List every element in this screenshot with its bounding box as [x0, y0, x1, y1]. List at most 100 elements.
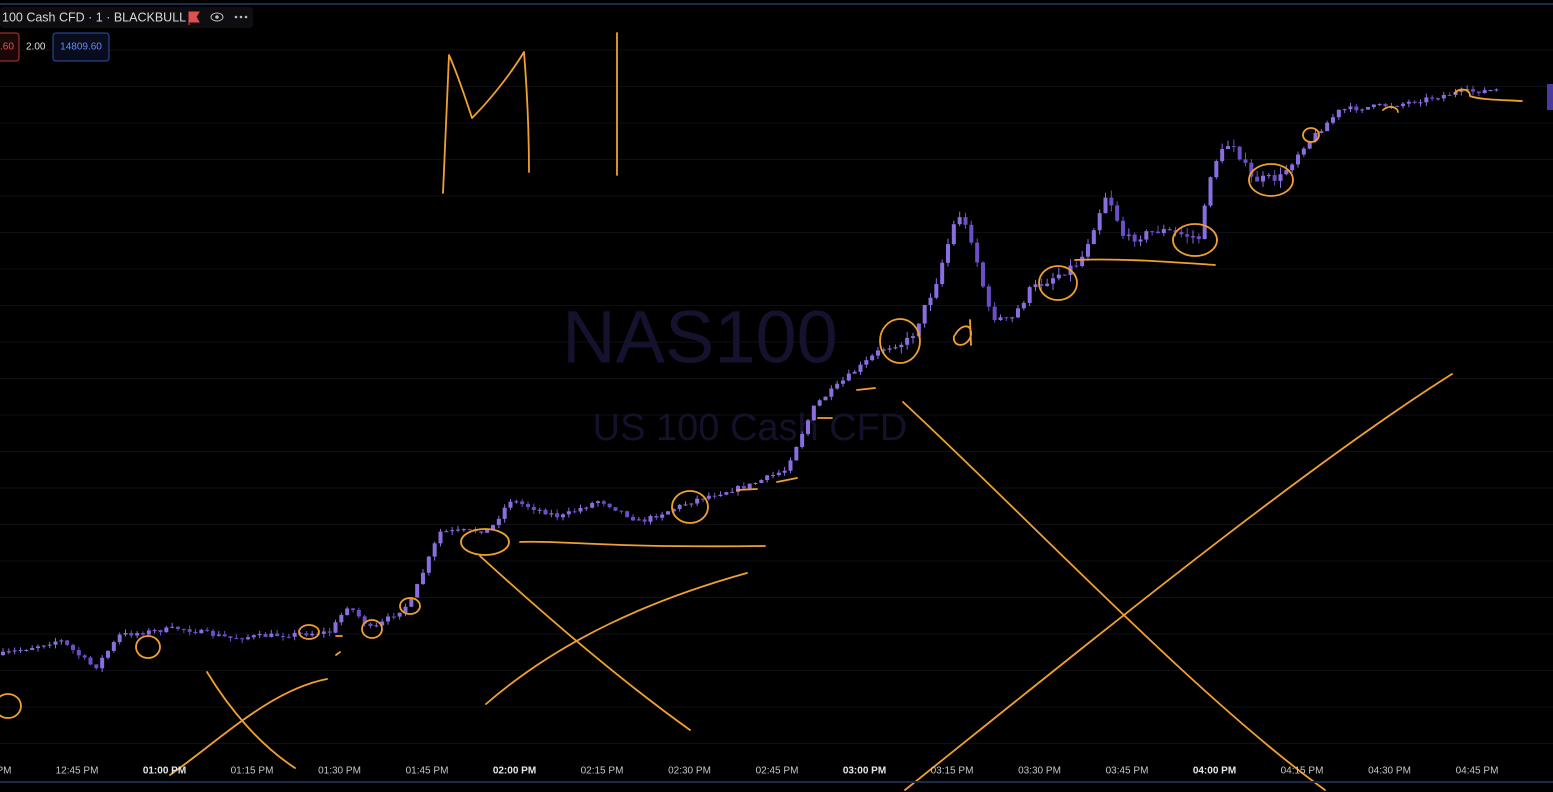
candle-body: [1039, 284, 1044, 286]
candle-body: [269, 633, 274, 637]
candle-body: [1196, 236, 1201, 240]
candle-body: [613, 507, 618, 511]
candle-body: [811, 405, 816, 421]
candle-body: [1441, 94, 1446, 99]
candle-body: [257, 633, 262, 636]
time-label: 12:45 PM: [56, 766, 99, 777]
candle-body: [1395, 105, 1400, 107]
candle-body: [852, 371, 857, 374]
candle-body: [65, 640, 70, 645]
candle-body: [100, 657, 105, 669]
candle-body: [1167, 229, 1172, 231]
candle-body: [1144, 231, 1149, 240]
candle-body: [485, 529, 490, 533]
candle-body: [1004, 317, 1009, 319]
annotation: [1172, 223, 1218, 257]
time-label: 02:45 PM: [756, 766, 799, 777]
candle-body: [18, 650, 23, 652]
candle-body: [887, 348, 892, 350]
time-label: 04:00 PM: [1193, 766, 1236, 777]
candle-body: [1185, 234, 1190, 237]
candle-body: [368, 623, 373, 627]
candle-body: [1494, 89, 1499, 91]
candle-body: [596, 501, 600, 503]
buy-button[interactable]: [52, 32, 110, 62]
candle-body: [461, 529, 466, 531]
candle-body: [1418, 102, 1423, 104]
candle-body: [986, 286, 991, 307]
candle-body: [1179, 231, 1184, 235]
candle-body: [590, 502, 595, 508]
candle-body: [677, 504, 682, 510]
visibility-icon[interactable]: [210, 12, 224, 22]
candle-body: [969, 224, 974, 243]
candle-body: [876, 350, 880, 356]
candle-body: [1202, 205, 1207, 240]
candle-body: [788, 460, 793, 471]
annotation: [736, 387, 876, 491]
candle-body: [916, 323, 921, 337]
candle-body: [1377, 104, 1382, 106]
candle-body: [1366, 107, 1370, 110]
candle-body: [444, 531, 449, 533]
candle-body: [333, 622, 338, 633]
sell-button[interactable]: [0, 32, 20, 62]
symbol-title: 100 Cash CFD · 1 · BLACKBULL: [2, 10, 186, 24]
price-scale-marker: [1547, 84, 1553, 110]
more-icon[interactable]: [234, 15, 248, 19]
flag-icon[interactable]: [188, 11, 200, 25]
candle-body: [584, 507, 589, 509]
candle-body: [998, 317, 1003, 321]
time-label: 03:15 PM: [931, 766, 974, 777]
annotation: [519, 540, 766, 548]
candle-body: [1284, 170, 1289, 175]
candle-body: [1476, 91, 1481, 94]
spread: 2.00: [26, 42, 46, 53]
candle-body: [1056, 274, 1061, 279]
candle-body: [893, 347, 898, 349]
candle-body: [36, 646, 40, 648]
candle-body: [88, 657, 93, 665]
candle-body: [327, 631, 332, 633]
candle-body: [281, 636, 285, 638]
candle-body: [403, 606, 408, 613]
candle-body: [701, 498, 705, 500]
candle-body: [152, 630, 157, 632]
candle-body: [211, 630, 215, 636]
candle-body: [846, 373, 851, 381]
candle-body: [601, 501, 606, 504]
candle-body: [572, 511, 577, 513]
candle-body: [975, 242, 980, 263]
candle-body: [76, 650, 81, 656]
candle-body: [146, 630, 151, 635]
candle-body: [53, 641, 58, 645]
candle-body: [310, 633, 315, 636]
candle-body: [619, 510, 624, 512]
candle-body: [59, 640, 64, 642]
candle-body: [1424, 97, 1429, 103]
time-label: 02:00 PM: [493, 766, 536, 777]
candle-body: [759, 480, 764, 483]
candle-body: [934, 284, 939, 298]
candle-body: [1459, 89, 1464, 92]
candle-body: [1249, 162, 1254, 177]
candle-body: [1290, 164, 1295, 171]
candle-body: [1051, 278, 1055, 284]
buy-price[interactable]: 14809.60: [60, 42, 102, 53]
candle-body: [712, 495, 717, 497]
candle-body: [193, 631, 198, 634]
candle-body: [321, 631, 326, 634]
sell-price[interactable]: .60: [0, 42, 14, 53]
candle-body: [1278, 174, 1283, 181]
candle-body: [386, 616, 390, 622]
candle-body: [391, 616, 396, 618]
candle-body: [181, 628, 186, 630]
candle-body: [415, 584, 420, 598]
candle-body: [730, 491, 735, 493]
annotation: [442, 51, 530, 194]
candle-body: [660, 514, 665, 518]
annotation: [902, 373, 1453, 791]
candle-body: [6, 651, 11, 653]
candle-body: [1021, 302, 1026, 309]
candle-body: [666, 511, 670, 515]
